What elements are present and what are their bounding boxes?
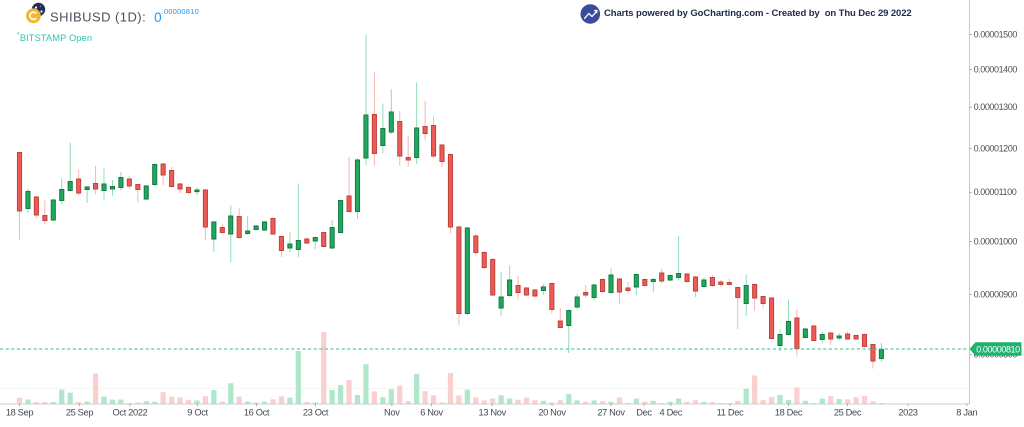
svg-text:18 Sep: 18 Sep xyxy=(6,407,34,417)
svg-text:0.00001200: 0.00001200 xyxy=(974,144,1018,154)
svg-text:0.00001000: 0.00001000 xyxy=(974,236,1018,246)
svg-text:0.00000810: 0.00000810 xyxy=(976,344,1020,354)
svg-text:18 Dec: 18 Dec xyxy=(775,407,803,417)
svg-text:25 Dec: 25 Dec xyxy=(834,407,862,417)
svg-text:6 Nov: 6 Nov xyxy=(420,407,443,417)
svg-text:13 Nov: 13 Nov xyxy=(479,407,507,417)
svg-text:0.00001400: 0.00001400 xyxy=(974,65,1018,75)
svg-text:Dec: Dec xyxy=(636,407,652,417)
svg-text:25 Sep: 25 Sep xyxy=(66,407,94,417)
svg-text:0.00001300: 0.00001300 xyxy=(974,102,1018,112)
svg-text:0.00001500: 0.00001500 xyxy=(974,29,1018,39)
svg-text:2023: 2023 xyxy=(898,407,917,417)
svg-text:Oct 2022: Oct 2022 xyxy=(113,407,148,417)
svg-text:16 Oct: 16 Oct xyxy=(244,407,270,417)
svg-text:0.00001100: 0.00001100 xyxy=(974,187,1017,197)
svg-text:4 Dec: 4 Dec xyxy=(660,407,683,417)
svg-text:9 Oct: 9 Oct xyxy=(187,407,208,417)
svg-text:20 Nov: 20 Nov xyxy=(538,407,566,417)
svg-text:Nov: Nov xyxy=(384,407,400,417)
svg-text:11 Dec: 11 Dec xyxy=(717,407,744,417)
svg-text:0.00000900: 0.00000900 xyxy=(974,289,1018,299)
svg-text:23 Oct: 23 Oct xyxy=(303,407,329,417)
svg-text:8 Jan: 8 Jan xyxy=(956,407,977,417)
svg-text:27 Nov: 27 Nov xyxy=(597,407,625,417)
